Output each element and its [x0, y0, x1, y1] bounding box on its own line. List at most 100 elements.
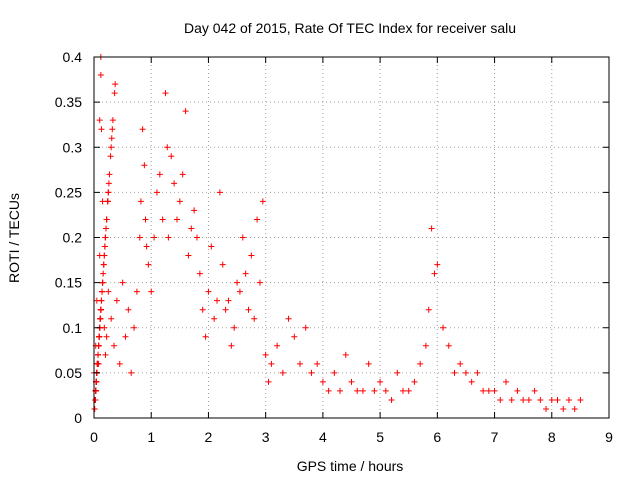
x-tick-label: 4 — [319, 429, 327, 445]
data-point — [265, 378, 272, 385]
data-point — [108, 315, 115, 322]
data-point — [331, 369, 338, 376]
data-point — [319, 378, 326, 385]
data-point — [422, 342, 429, 349]
data-point — [565, 396, 572, 403]
data-point — [103, 333, 110, 340]
data-point — [314, 360, 321, 367]
x-tick-label: 5 — [376, 429, 384, 445]
data-point — [411, 378, 418, 385]
data-point — [480, 387, 487, 394]
data-points — [91, 54, 584, 412]
data-point — [116, 360, 123, 367]
data-point — [325, 387, 332, 394]
data-point — [485, 387, 492, 394]
data-point — [106, 171, 113, 178]
x-tick-labels: 0 1 2 3 4 5 6 7 8 9 — [90, 429, 613, 445]
data-point — [445, 342, 452, 349]
data-point — [133, 288, 140, 295]
data-point — [131, 324, 138, 331]
data-point — [225, 297, 232, 304]
data-point — [451, 369, 458, 376]
data-point — [388, 396, 395, 403]
data-point — [171, 180, 178, 187]
data-point — [242, 270, 249, 277]
data-point — [577, 396, 584, 403]
data-point — [162, 90, 169, 97]
data-point — [234, 279, 241, 286]
data-point — [474, 369, 481, 376]
data-point — [122, 333, 129, 340]
data-point — [103, 225, 110, 232]
y-tick-label: 0.3 — [63, 139, 83, 155]
data-point — [431, 270, 438, 277]
y-tick-label: 0.35 — [55, 94, 82, 110]
data-point — [308, 369, 315, 376]
data-point — [137, 198, 144, 205]
data-point — [285, 315, 292, 322]
data-point — [508, 396, 515, 403]
axis-ticks — [93, 56, 610, 419]
data-point — [354, 387, 361, 394]
data-point — [468, 378, 475, 385]
x-tick-label: 6 — [433, 429, 441, 445]
data-point — [245, 306, 252, 313]
data-point — [543, 405, 550, 412]
data-point — [248, 252, 255, 259]
data-point — [279, 369, 286, 376]
data-point — [99, 198, 106, 205]
data-point — [208, 243, 215, 250]
y-tick-label: 0.2 — [63, 230, 83, 246]
data-point — [107, 153, 114, 160]
y-tick-label: 0 — [74, 410, 82, 426]
data-point — [560, 405, 567, 412]
data-point — [219, 261, 226, 268]
data-point — [202, 333, 209, 340]
data-point — [111, 342, 118, 349]
data-point — [268, 360, 275, 367]
x-axis-label: GPS time / hours — [297, 458, 404, 474]
data-point — [141, 162, 148, 169]
data-point — [520, 396, 527, 403]
grid-lines — [94, 57, 609, 418]
data-point — [537, 396, 544, 403]
data-point — [96, 117, 103, 124]
data-point — [194, 234, 200, 241]
data-point — [112, 81, 119, 88]
x-tick-label: 9 — [605, 429, 613, 445]
data-point — [382, 387, 389, 394]
data-point — [457, 360, 464, 367]
data-point — [125, 306, 132, 313]
data-point — [185, 252, 192, 259]
data-point — [143, 243, 150, 250]
data-point — [297, 360, 303, 367]
data-point — [239, 234, 246, 241]
data-point — [525, 396, 532, 403]
data-point — [236, 288, 243, 295]
data-point — [176, 198, 183, 205]
data-point — [497, 396, 504, 403]
data-point — [156, 171, 163, 178]
data-point — [228, 342, 235, 349]
x-tick-label: 3 — [262, 429, 270, 445]
data-point — [428, 225, 435, 232]
data-point — [111, 90, 118, 97]
data-point — [97, 315, 104, 322]
data-point — [94, 360, 101, 367]
data-point — [91, 405, 98, 412]
data-point — [548, 396, 555, 403]
data-point — [179, 171, 186, 178]
data-point — [92, 396, 99, 403]
data-point — [108, 135, 115, 142]
data-point — [405, 387, 412, 394]
data-point — [256, 279, 263, 286]
data-point — [434, 261, 441, 268]
data-point — [216, 189, 223, 196]
data-point — [365, 360, 372, 367]
x-tick-label: 8 — [548, 429, 556, 445]
data-point — [394, 369, 401, 376]
data-point — [191, 207, 198, 214]
data-point — [274, 342, 281, 349]
data-point — [95, 351, 102, 358]
